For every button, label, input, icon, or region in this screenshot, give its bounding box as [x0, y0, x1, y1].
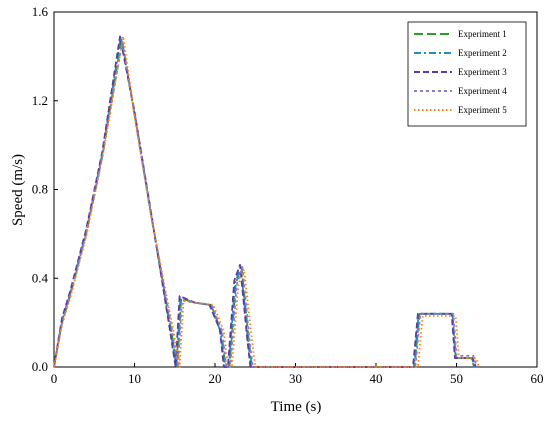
y-tick-label: 0.4: [32, 270, 49, 285]
legend-label-3: Experiment 3: [458, 67, 507, 77]
x-tick-label: 30: [289, 371, 302, 386]
legend-label-1: Experiment 1: [458, 29, 507, 39]
x-tick-label: 0: [51, 371, 58, 386]
x-tick-label: 50: [450, 371, 463, 386]
series-line-4: [53, 39, 478, 368]
legend-label-2: Experiment 2: [458, 48, 507, 58]
y-tick-label: 1.2: [32, 93, 48, 108]
legend-label-5: Experiment 5: [458, 105, 507, 115]
x-tick-label: 60: [531, 371, 544, 386]
legend-label-4: Experiment 4: [458, 86, 507, 96]
y-tick-label: 0.0: [32, 359, 48, 374]
y-tick-label: 0.8: [32, 182, 48, 197]
x-tick-label: 40: [370, 371, 383, 386]
series-line-5: [53, 35, 480, 368]
x-tick-label: 10: [128, 371, 141, 386]
x-tick-label: 20: [209, 371, 222, 386]
legend-box: [407, 21, 527, 127]
x-axis-title: Time (s): [271, 399, 322, 415]
axis-ticks: 0 10 20 30 40 50 60 0.0 0.4 0.8 1.2 1.6: [32, 4, 544, 386]
legend: Experiment 1 Experiment 2 Experiment 3 Expe…: [407, 21, 527, 127]
y-axis-title: Speed (m/s): [10, 154, 26, 226]
series-layer: [53, 35, 480, 368]
series-line-3: [53, 35, 477, 368]
y-tick-label: 1.6: [32, 4, 49, 19]
